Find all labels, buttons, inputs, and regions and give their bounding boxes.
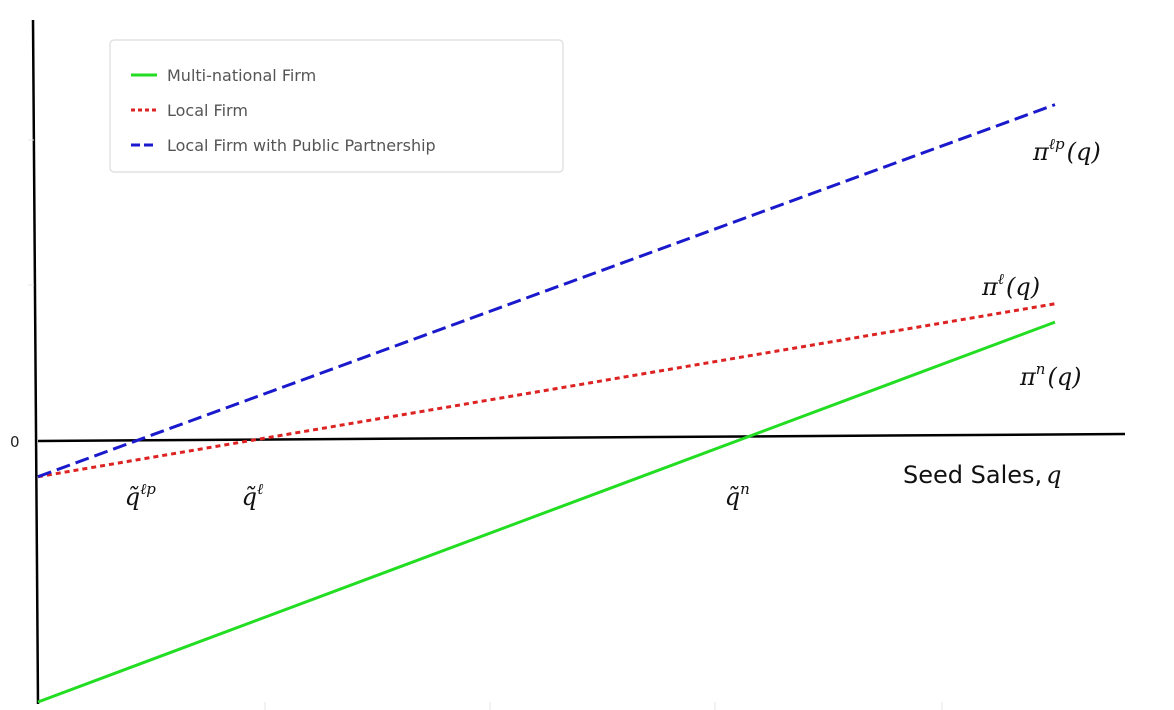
legend-label-l: Local Firm [167, 101, 248, 120]
series-line-l [37, 302, 1056, 479]
axes [28, 19, 1126, 710]
legend: Multi-national Firm Local Firm Local Firm … [109, 39, 564, 173]
threshold-label-1: q̃ℓp [125, 480, 157, 511]
curve-label-lp: πℓp(q) [1032, 135, 1101, 166]
series-line-n [37, 320, 1056, 704]
threshold-label-3: q̃n [725, 480, 750, 511]
legend-box [109, 39, 564, 173]
legend-label-n: Multi-national Firm [167, 66, 316, 85]
y-axis [31, 19, 40, 705]
x-axis-label: Seed Sales, q [903, 461, 1062, 489]
curve-label-n: πn(q) [1019, 360, 1082, 391]
curve-label-l: πℓ(q) [981, 270, 1040, 301]
series-line-lp [37, 103, 1056, 479]
labels-layer: 0 πn(q) πℓ(q) πℓp(q) q̃ℓp q̃ℓ q̃n Seed Sales, q [10, 135, 1101, 511]
x-axis-zero-line [37, 432, 1126, 443]
y-zero-label: 0 [10, 433, 20, 451]
threshold-label-2: q̃ℓ [242, 480, 264, 511]
series-layer [37, 103, 1056, 704]
legend-label-lp: Local Firm with Public Partnership [167, 136, 436, 155]
